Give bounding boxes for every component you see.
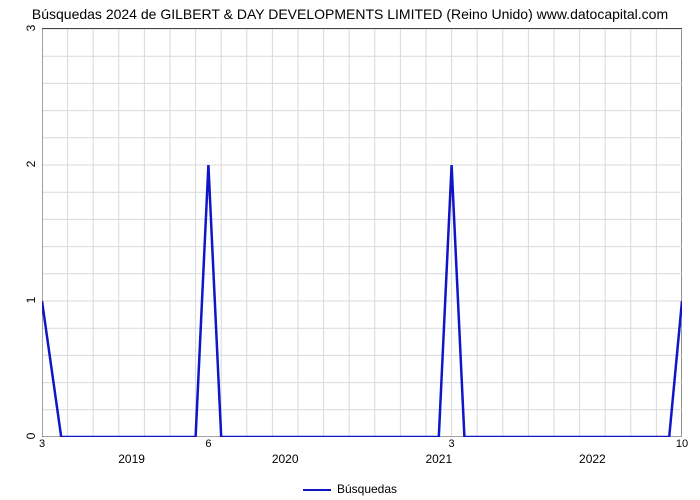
y-tick-label: 2 bbox=[24, 157, 38, 171]
x-value-label: 10 bbox=[676, 438, 688, 450]
y-tick-label: 1 bbox=[24, 293, 38, 307]
legend: Búsquedas bbox=[0, 482, 700, 496]
y-tick-label: 3 bbox=[24, 21, 38, 35]
x-tick-year: 2020 bbox=[272, 452, 299, 466]
legend-swatch bbox=[303, 489, 331, 491]
x-tick-year: 2022 bbox=[579, 452, 606, 466]
x-value-label: 3 bbox=[39, 438, 45, 450]
chart-title: Búsquedas 2024 de GILBERT & DAY DEVELOPM… bbox=[0, 6, 700, 22]
x-tick-year: 2019 bbox=[118, 452, 145, 466]
y-tick-label: 0 bbox=[24, 429, 38, 443]
x-tick-year: 2021 bbox=[425, 452, 452, 466]
x-value-label: 6 bbox=[205, 438, 211, 450]
chart-svg bbox=[42, 29, 682, 437]
legend-label: Búsquedas bbox=[337, 482, 397, 496]
chart-plot-area bbox=[42, 28, 682, 436]
x-value-label: 3 bbox=[449, 438, 455, 450]
